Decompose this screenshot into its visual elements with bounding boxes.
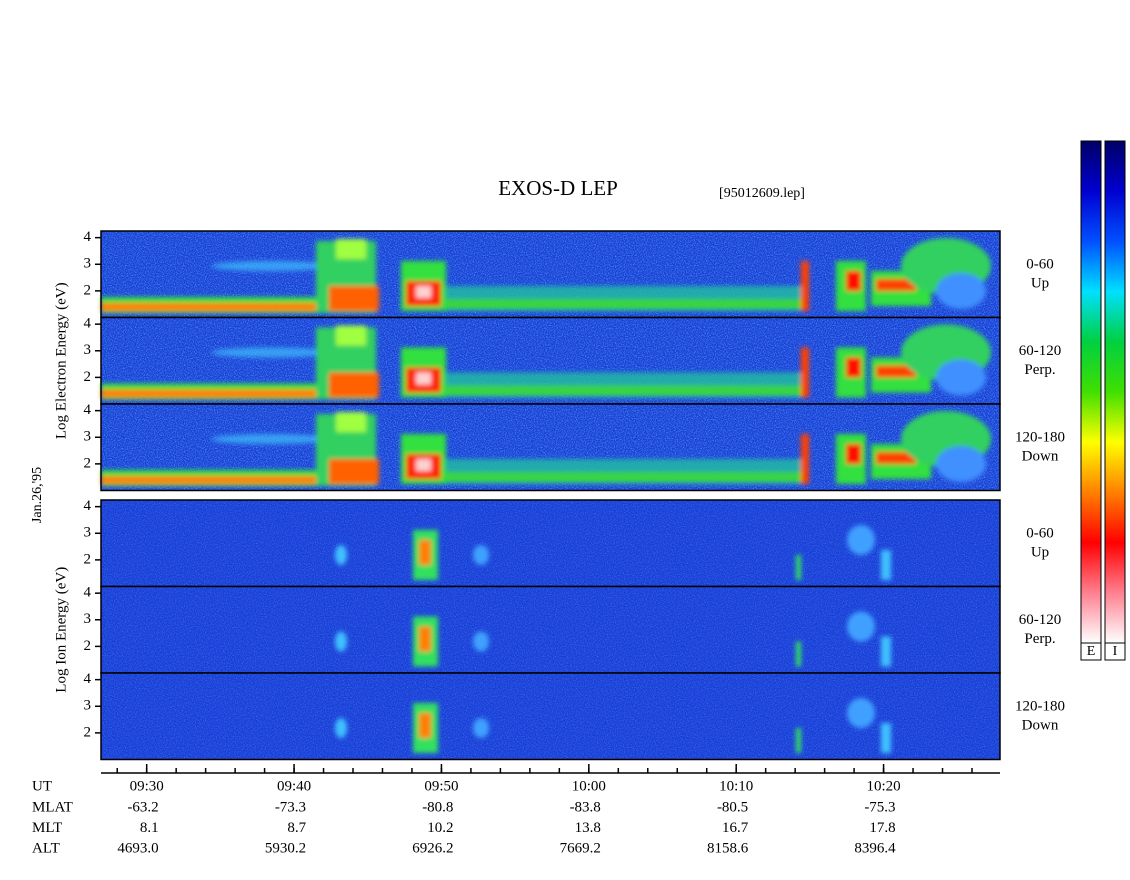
spectrogram [101, 587, 1000, 673]
row-name: ALT [32, 840, 60, 856]
panel-frame [100, 672, 1001, 761]
row-value: 8.7 [287, 820, 306, 836]
row-value: 13.8 [575, 820, 601, 836]
panel-label: 120-180 [1015, 698, 1065, 714]
row-value: -63.2 [127, 799, 158, 815]
y-tick-label: 2 [84, 724, 92, 740]
panel-label: Up [1031, 544, 1049, 560]
panel-label: Up [1031, 275, 1049, 291]
y-tick-label: 2 [84, 455, 92, 471]
spectrogram [101, 500, 1000, 586]
panel-frame [100, 403, 1001, 492]
title: EXOS-D LEP [498, 176, 618, 200]
panel-label: Down [1022, 717, 1059, 733]
x-tick-label: 10:00 [572, 778, 606, 794]
panel-label: 60-120 [1019, 343, 1062, 359]
spectrogram [101, 231, 1000, 317]
date-label: Jan.26,'95 [30, 467, 45, 523]
y-tick-label: 4 [84, 229, 92, 245]
panel-label: 0-60 [1026, 256, 1054, 272]
panel-label: 60-120 [1019, 612, 1062, 628]
panel-label: 120-180 [1015, 429, 1065, 445]
row-value: -75.3 [864, 799, 895, 815]
row-value: 10.2 [427, 820, 453, 836]
row-name: MLAT [32, 799, 73, 815]
x-tick-label: 10:10 [719, 778, 753, 794]
y-tick-label: 4 [84, 585, 92, 601]
y-tick-label: 4 [84, 498, 92, 514]
y-axis-label: Log Ion Energy (eV) [53, 567, 69, 693]
spectrogram [101, 318, 1000, 404]
y-tick-label: 2 [84, 369, 92, 385]
colorbar-label-box [1080, 642, 1102, 661]
y-tick-label: 2 [84, 551, 92, 567]
y-tick-label: 3 [84, 342, 92, 358]
x-tick-label: 09:50 [424, 778, 458, 794]
y-tick-label: 3 [84, 525, 92, 541]
x-tick-label: 10:20 [866, 778, 900, 794]
row-value: -80.8 [422, 799, 453, 815]
row-value: 6926.2 [412, 840, 453, 856]
row-value: 7669.2 [560, 840, 601, 856]
spectrogram [101, 673, 1000, 759]
x-tick-label: 09:40 [277, 778, 311, 794]
colorbar-label-box [1104, 642, 1126, 661]
row-value: 8396.4 [854, 840, 896, 856]
panel-label: 0-60 [1026, 525, 1054, 541]
colorbar [1104, 140, 1126, 644]
row-value: -73.3 [275, 799, 306, 815]
spectrogram [101, 404, 1000, 490]
x-tick-label: 09:30 [130, 778, 164, 794]
row-value: -80.5 [717, 799, 748, 815]
x-axis-name: UT [32, 778, 52, 794]
panel-label: Perp. [1024, 631, 1055, 647]
colorbar-label: E [1087, 644, 1096, 659]
y-tick-label: 2 [84, 638, 92, 654]
row-value: 16.7 [722, 820, 749, 836]
row-value: 8.1 [140, 820, 159, 836]
panel-label: Perp. [1024, 362, 1055, 378]
colorbar-label: I [1113, 644, 1118, 659]
file-label: [95012609.lep] [719, 186, 805, 201]
y-tick-label: 4 [84, 402, 92, 418]
y-axis-label: Log Electron Energy (eV) [53, 282, 69, 439]
row-value: 4693.0 [117, 840, 158, 856]
panel-label: Down [1022, 448, 1059, 464]
y-tick-label: 3 [84, 429, 92, 445]
row-value: -83.8 [570, 799, 601, 815]
y-tick-label: 3 [84, 256, 92, 272]
row-name: MLT [32, 820, 62, 836]
y-tick-label: 4 [84, 316, 92, 332]
y-tick-label: 3 [84, 698, 92, 714]
row-value: 17.8 [869, 820, 895, 836]
y-tick-label: 4 [84, 671, 92, 687]
colorbar [1080, 140, 1102, 644]
row-value: 5930.2 [265, 840, 306, 856]
y-tick-label: 2 [84, 282, 92, 298]
y-tick-label: 3 [84, 611, 92, 627]
row-value: 8158.6 [707, 840, 749, 856]
